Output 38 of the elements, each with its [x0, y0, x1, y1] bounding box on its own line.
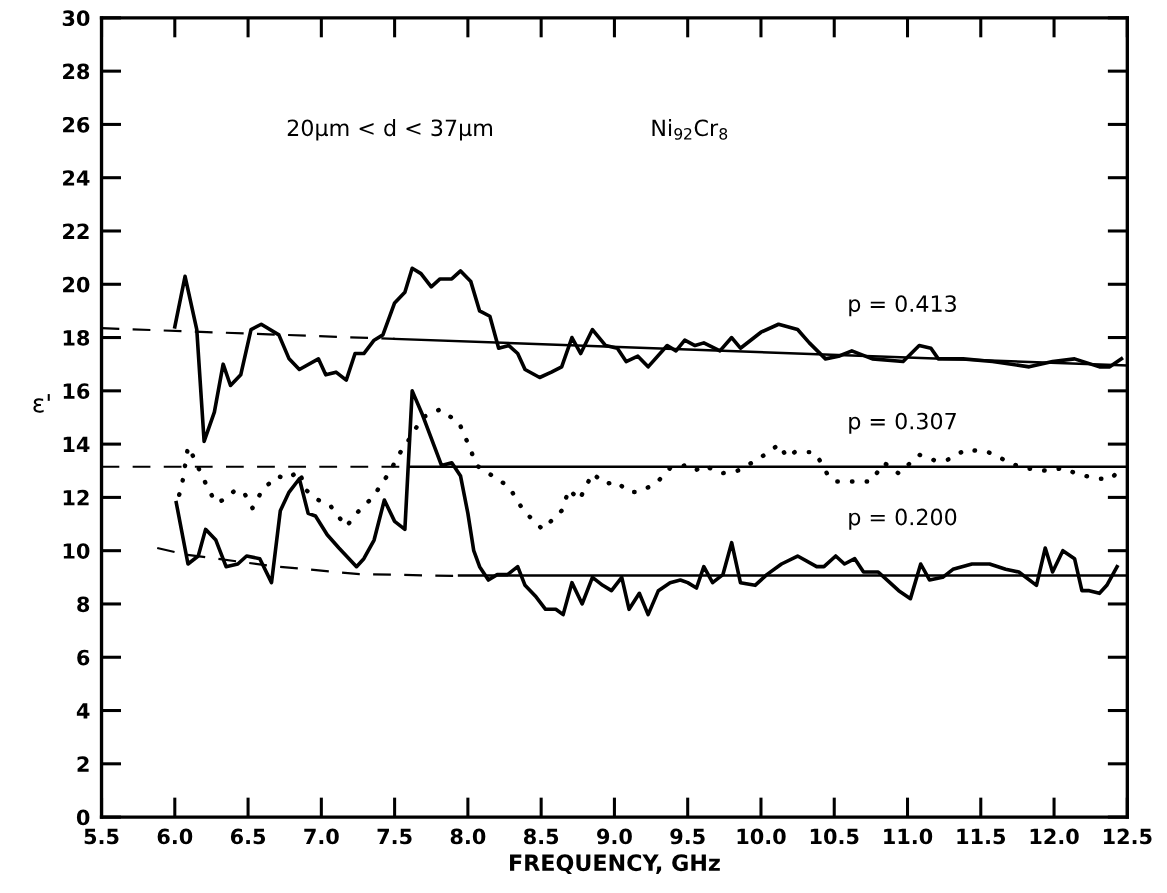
annotation: 20μm < d < 37μm — [287, 119, 493, 141]
y-tick-label: 22 — [63, 223, 89, 239]
y-tick-label: 6 — [77, 649, 90, 666]
x-tick-label: 10.5 — [810, 828, 859, 845]
annotation: Ni$_{92}$Cr$_{8}$ — [652, 119, 728, 140]
x-tick-label: 11.5 — [957, 828, 1006, 845]
x-tick-label: 6.0 — [157, 828, 193, 845]
y-tick-label: 2 — [77, 756, 89, 772]
y-tick-label: 20 — [63, 276, 90, 293]
annotation: p = 0.307 — [849, 412, 956, 434]
x-tick-label: 7.5 — [377, 828, 412, 845]
y-axis-title: ε' — [33, 394, 50, 413]
y-tick-label: 24 — [63, 170, 90, 186]
x-tick-label: 9.0 — [597, 828, 632, 845]
x-tick-label: 11.0 — [884, 828, 933, 845]
x-axis-title: FREQUENCY, GHz — [510, 854, 720, 875]
y-tick-label: 18 — [63, 330, 90, 346]
y-tick-label: 30 — [62, 10, 90, 27]
y-tick-label: 10 — [63, 543, 90, 559]
y-tick-label: 16 — [63, 383, 90, 400]
x-tick-label: 12.5 — [1103, 828, 1152, 845]
x-tick-label: 9.5 — [670, 828, 705, 845]
y-tick-label: 28 — [63, 63, 90, 80]
x-tick-label: 10.0 — [737, 828, 786, 845]
annotation: p = 0.413 — [849, 295, 956, 317]
x-tick-label: 7.0 — [304, 828, 339, 845]
y-tick-label: 0 — [76, 809, 90, 826]
annotation: p = 0.200 — [849, 508, 957, 530]
x-tick-label: 8.5 — [523, 828, 559, 845]
y-tick-label: 12 — [63, 489, 89, 506]
y-tick-label: 4 — [76, 703, 90, 719]
x-tick-label: 12.0 — [1030, 828, 1079, 845]
y-tick-label: 26 — [63, 116, 90, 133]
y-tick-label: 8 — [77, 596, 90, 613]
y-tick-label: 14 — [63, 436, 90, 453]
x-tick-label: 6.5 — [230, 828, 266, 845]
x-tick-label: 5.5 — [84, 828, 119, 845]
x-tick-label: 8.0 — [450, 828, 486, 845]
